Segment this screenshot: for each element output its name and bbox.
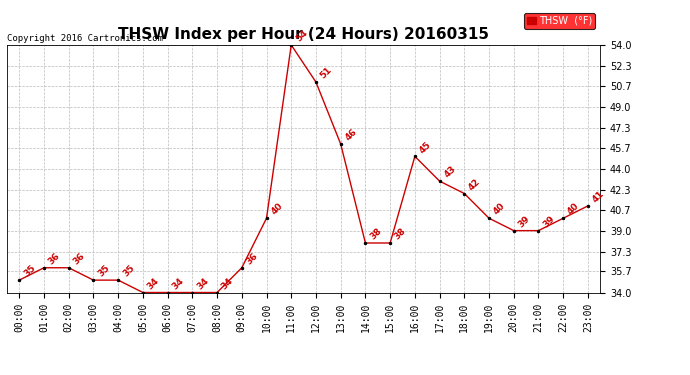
Text: 40: 40 [492,202,507,217]
Text: 36: 36 [47,251,62,266]
Text: 36: 36 [72,251,87,266]
Text: 36: 36 [244,251,259,266]
Text: 35: 35 [96,264,111,279]
Text: 43: 43 [442,165,457,180]
Text: 45: 45 [417,140,433,155]
Text: 40: 40 [269,202,284,217]
Text: 40: 40 [566,202,581,217]
Text: 54: 54 [294,28,309,44]
Text: Copyright 2016 Cartronics.com: Copyright 2016 Cartronics.com [7,34,163,43]
Text: 38: 38 [368,226,384,242]
Text: 35: 35 [22,264,37,279]
Legend: THSW  (°F): THSW (°F) [524,13,595,28]
Text: 39: 39 [541,214,557,229]
Title: THSW Index per Hour (24 Hours) 20160315: THSW Index per Hour (24 Hours) 20160315 [118,27,489,42]
Text: 34: 34 [146,276,161,291]
Text: 38: 38 [393,226,408,242]
Text: 39: 39 [517,214,532,229]
Text: 34: 34 [220,276,235,291]
Text: 46: 46 [344,128,359,142]
Text: 34: 34 [195,276,210,291]
Text: 41: 41 [591,189,606,204]
Text: 35: 35 [121,264,136,279]
Text: 34: 34 [170,276,186,291]
Text: 42: 42 [467,177,482,192]
Text: 51: 51 [319,66,334,81]
